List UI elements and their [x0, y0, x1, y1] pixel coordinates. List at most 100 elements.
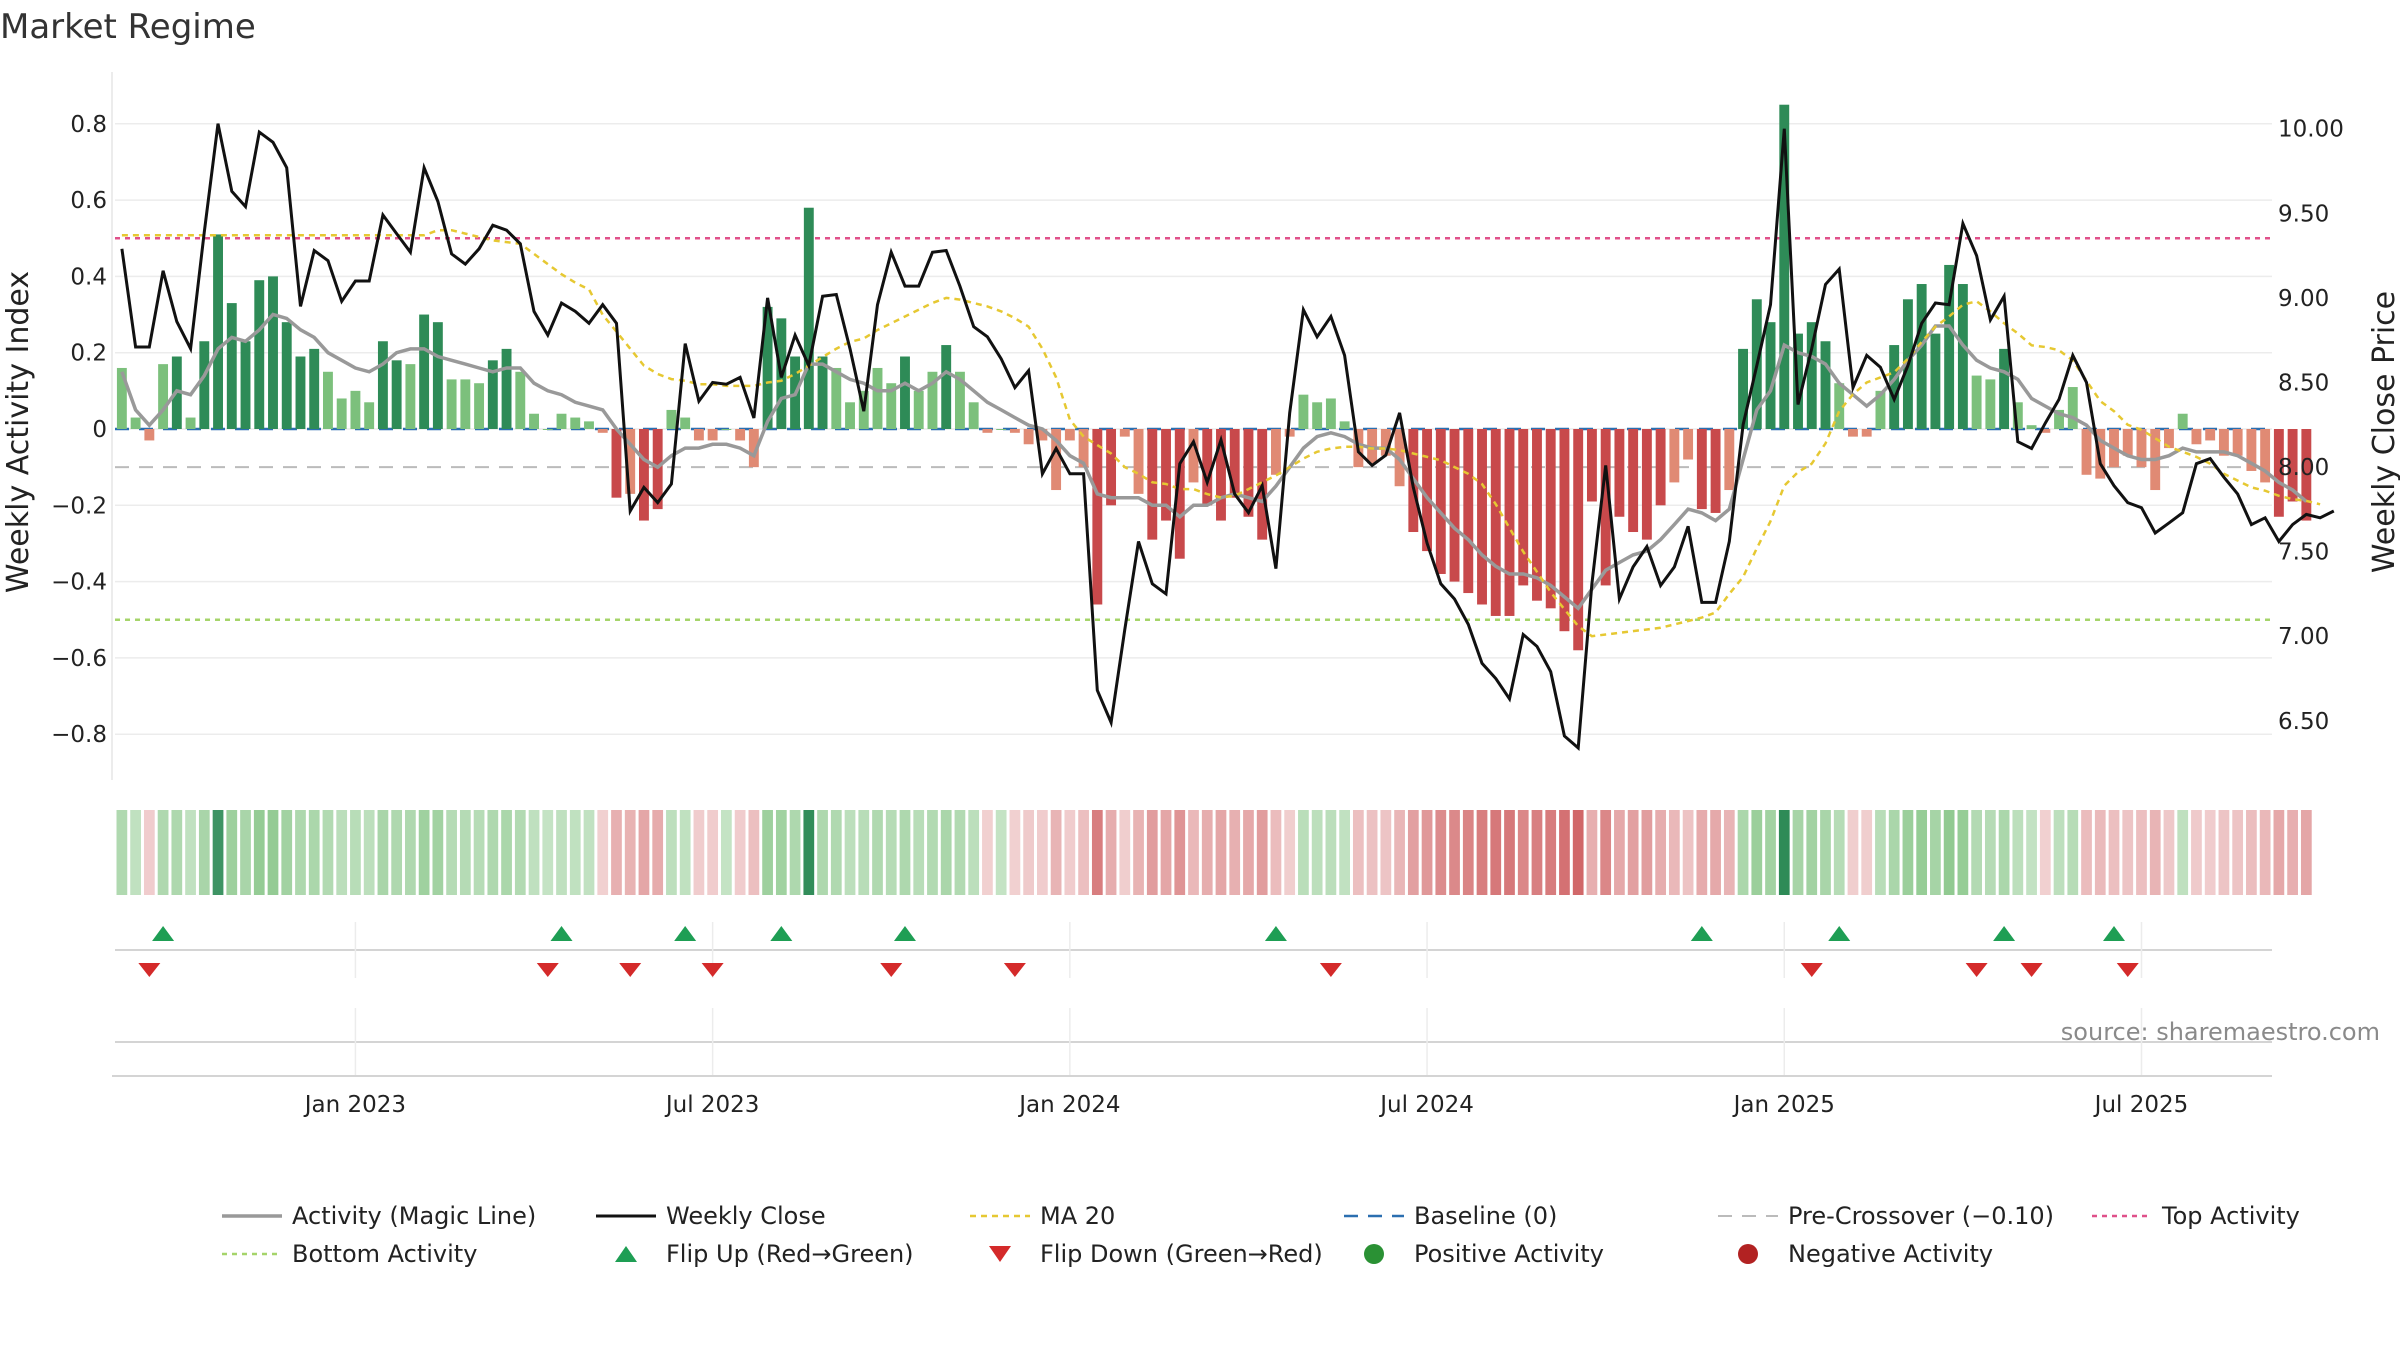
activity-bar	[1339, 421, 1350, 429]
activity-bar	[1037, 429, 1048, 441]
band-cell	[281, 810, 293, 895]
activity-bar	[1092, 429, 1103, 605]
legend-label: Top Activity	[2161, 1202, 2300, 1230]
flip-up-marker	[893, 926, 916, 941]
activity-bar	[2246, 429, 2257, 471]
band-cell	[885, 810, 897, 895]
legend-label: Flip Up (Red→Green)	[666, 1240, 914, 1268]
activity-bar	[1298, 394, 1309, 429]
activity-bar	[996, 429, 1007, 430]
activity-bar	[721, 429, 732, 430]
chart-title: Market Regime	[0, 7, 256, 47]
activity-bar	[913, 390, 924, 429]
band-cell	[1476, 810, 1488, 895]
activity-bar	[803, 207, 814, 429]
band-cell	[1833, 810, 1845, 895]
band-cell	[927, 810, 938, 895]
activity-bar	[1023, 429, 1034, 445]
band-cell	[872, 810, 883, 895]
band-cell	[1517, 810, 1529, 895]
band-cell	[2204, 810, 2216, 895]
activity-bar	[1971, 375, 1982, 429]
activity-bar	[556, 413, 567, 429]
band-cell	[377, 810, 389, 895]
flip-down-marker	[1319, 963, 1342, 977]
activity-bar	[625, 429, 636, 494]
band-cell	[1215, 810, 1227, 895]
x-tick-label: Jan 2023	[303, 1092, 406, 1118]
band-cell	[363, 810, 375, 895]
band-cell	[240, 810, 251, 895]
activity-bar	[1504, 429, 1515, 616]
band-cell	[2081, 810, 2092, 895]
activity-bar	[1188, 429, 1199, 483]
activity-bar	[1078, 429, 1089, 468]
activity-bar	[597, 429, 608, 433]
legend-label: Pre-Crossover (−0.10)	[1788, 1202, 2054, 1230]
activity-bar	[432, 322, 443, 429]
activity-bar	[638, 429, 649, 521]
band-cell	[1256, 810, 1268, 895]
band-cell	[1806, 810, 1818, 895]
band-cell	[982, 810, 993, 895]
activity-bar	[2136, 429, 2147, 468]
band-cell	[2108, 810, 2120, 895]
y-tick-left: 0.8	[70, 112, 107, 138]
activity-bar	[1422, 429, 1433, 552]
band-cell	[405, 810, 416, 895]
flip-up-marker	[152, 926, 175, 941]
weekly-close-line	[120, 123, 2335, 751]
y-tick-right: 10.00	[2278, 117, 2344, 143]
band-cell	[446, 810, 457, 895]
band-cell	[803, 810, 815, 895]
band-cell	[1091, 810, 1103, 895]
band-cell	[624, 810, 636, 895]
activity-bar	[199, 341, 210, 429]
band-cell	[212, 810, 224, 895]
band-cell	[1668, 810, 1680, 895]
band-cell	[1545, 810, 1557, 895]
flip-markers-panel	[115, 922, 2272, 978]
activity-bar	[240, 341, 251, 429]
band-cell	[253, 810, 265, 895]
activity-bar	[1133, 429, 1144, 494]
band-cell	[185, 810, 196, 895]
y-tick-left: −0.4	[51, 570, 107, 596]
band-cell	[1133, 810, 1144, 895]
band-cell	[1696, 810, 1708, 895]
activity-bar	[611, 429, 622, 498]
band-cell	[858, 810, 870, 895]
activity-bar	[927, 371, 938, 429]
band-cell	[1325, 810, 1337, 895]
activity-bar	[1916, 284, 1927, 429]
flip-down-marker	[619, 963, 642, 977]
y-tick-right: 9.00	[2278, 286, 2329, 312]
flip-down-marker	[138, 963, 161, 977]
activity-bar	[1834, 383, 1845, 429]
activity-bar	[1655, 429, 1666, 506]
band-cell	[418, 810, 430, 895]
band-cell	[1421, 810, 1433, 895]
activity-bar	[2026, 425, 2037, 429]
flip-down-marker	[701, 963, 724, 977]
y-tick-left: 0	[92, 417, 107, 443]
activity-panel: 0.8 0.6 0.4 0.2 0 −0.2 −0.4 −0.6 −0.8 10.00 9.50 9…	[51, 72, 2344, 780]
band-cell	[2218, 810, 2230, 895]
activity-bar	[226, 303, 237, 429]
flip-down-marker	[880, 963, 903, 977]
legend-dot-icon	[1738, 1244, 1758, 1264]
x-tick-label: Jan 2025	[1732, 1092, 1835, 1118]
band-cell	[775, 810, 787, 895]
legend-flip-up-icon	[615, 1246, 637, 1262]
activity-bar	[941, 345, 952, 429]
activity-bar	[2301, 429, 2312, 521]
band-cell	[1998, 810, 2010, 895]
flip-down-marker	[1003, 963, 1026, 977]
legend-item: Flip Up (Red→Green)	[615, 1240, 914, 1268]
band-cell	[1078, 810, 1089, 895]
legend-item: Activity (Magic Line)	[222, 1202, 536, 1230]
activity-bar	[2218, 429, 2229, 456]
activity-bar	[1477, 429, 1487, 605]
activity-bar	[1380, 429, 1391, 456]
